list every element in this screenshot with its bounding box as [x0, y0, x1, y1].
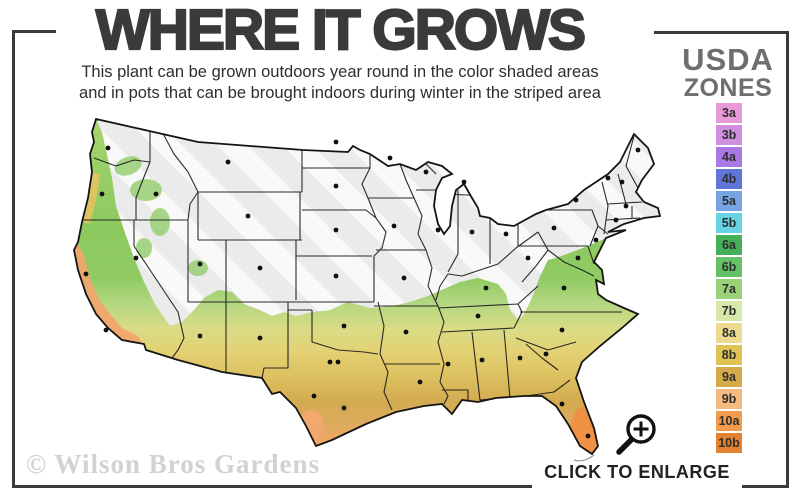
city-dot — [105, 145, 111, 151]
subtitle-line-1: This plant can be grown outdoors year ro… — [81, 63, 599, 81]
subtitle-line-2: and in pots that can be brought indoors … — [79, 84, 601, 102]
city-dot — [483, 285, 489, 291]
oregon-coast-accent — [82, 172, 100, 224]
city-dot — [551, 225, 557, 231]
legend-zone-6a: 6a — [716, 235, 742, 255]
city-dot — [311, 393, 317, 399]
city-dot — [333, 227, 339, 233]
city-dot — [503, 231, 509, 237]
legend-zone-10a: 10a — [716, 411, 742, 431]
subtitle: This plant can be grown outdoors year ro… — [25, 62, 655, 104]
south-florida-accent — [570, 406, 598, 454]
frame-bottom-right — [742, 485, 789, 488]
legend-zone-4b: 4b — [716, 169, 742, 189]
city-dot — [559, 401, 565, 407]
city-dot — [245, 213, 251, 219]
city-dot — [613, 217, 619, 223]
page-title: WHERE IT GROWS — [95, 0, 587, 62]
legend-zone-7a: 7a — [716, 279, 742, 299]
usda-zone-legend: 3a 3b 4a 4b 5a 5b 6a 6b 7a 7b 8a 8b 9a 9b 10a 10b — [716, 103, 742, 455]
click-to-enlarge-label[interactable]: CLICK TO ENLARGE — [544, 462, 730, 482]
city-dot — [623, 203, 629, 209]
frame-left — [12, 30, 15, 488]
city-dot — [341, 405, 347, 411]
legend-zone-6b: 6b — [716, 257, 742, 277]
city-dots — [83, 139, 641, 439]
city-dot — [403, 329, 409, 335]
legend-zone-8a: 8a — [716, 323, 742, 343]
city-dot — [561, 285, 567, 291]
city-dot — [333, 183, 339, 189]
city-dot — [327, 359, 333, 365]
city-dot — [391, 223, 397, 229]
legend-zone-7b: 7b — [716, 301, 742, 321]
city-dot — [153, 191, 159, 197]
color-shaded-grow-region — [74, 119, 638, 454]
city-dot — [423, 169, 429, 175]
frame-right — [786, 31, 789, 488]
city-dot — [435, 227, 441, 233]
city-dot — [387, 155, 393, 161]
city-dot — [99, 191, 105, 197]
city-dot — [461, 179, 467, 185]
legend-zone-3a: 3a — [716, 103, 742, 123]
city-dot — [257, 335, 263, 341]
city-dot — [341, 323, 347, 329]
city-dot — [469, 229, 475, 235]
usda-zones-us-map[interactable] — [48, 106, 668, 466]
city-dot — [517, 355, 523, 361]
city-dot — [401, 275, 407, 281]
city-dot — [197, 333, 203, 339]
legend-zone-3b: 3b — [716, 125, 742, 145]
city-dot — [575, 255, 581, 261]
legend-zone-5b: 5b — [716, 213, 742, 233]
city-dot — [83, 271, 89, 277]
legend-zone-9b: 9b — [716, 389, 742, 409]
city-dot — [619, 179, 625, 185]
legend-heading-zones: ZONES — [683, 74, 773, 102]
city-dot — [417, 379, 423, 385]
inland-green-patches — [114, 156, 208, 276]
city-dot — [445, 361, 451, 367]
legend-zone-9a: 9a — [716, 367, 742, 387]
city-dot — [133, 255, 139, 261]
florida-keys — [573, 454, 595, 462]
magnifier-plus-icon[interactable] — [610, 408, 664, 460]
frame-top-left — [12, 30, 56, 33]
legend-zone-8b: 8b — [716, 345, 742, 365]
city-dot — [257, 265, 263, 271]
state-borders — [80, 127, 643, 411]
legend-zone-10b: 10b — [716, 433, 742, 453]
city-dot — [525, 255, 531, 261]
city-dot — [335, 359, 341, 365]
city-dot — [197, 261, 203, 267]
city-dot — [585, 433, 591, 439]
city-dot — [593, 237, 599, 243]
frame-top-right — [654, 31, 789, 34]
city-dot — [543, 351, 549, 357]
watermark: © Wilson Bros Gardens — [26, 449, 320, 479]
city-dot — [605, 175, 611, 181]
city-dot — [479, 357, 485, 363]
city-dot — [475, 313, 481, 319]
city-dot — [333, 139, 339, 145]
legend-heading-usda: USDA — [682, 42, 774, 77]
frame-bottom-left — [12, 485, 532, 488]
city-dot — [635, 147, 641, 153]
city-dot — [103, 327, 109, 333]
city-dot — [225, 159, 231, 165]
legend-zone-5a: 5a — [716, 191, 742, 211]
city-dot — [333, 273, 339, 279]
legend-heading: USDA ZONES — [660, 44, 796, 101]
legend-zone-4a: 4a — [716, 147, 742, 167]
city-dot — [559, 327, 565, 333]
click-to-enlarge-button[interactable]: CLICK TO ENLARGE — [532, 408, 742, 483]
city-dot — [573, 197, 579, 203]
